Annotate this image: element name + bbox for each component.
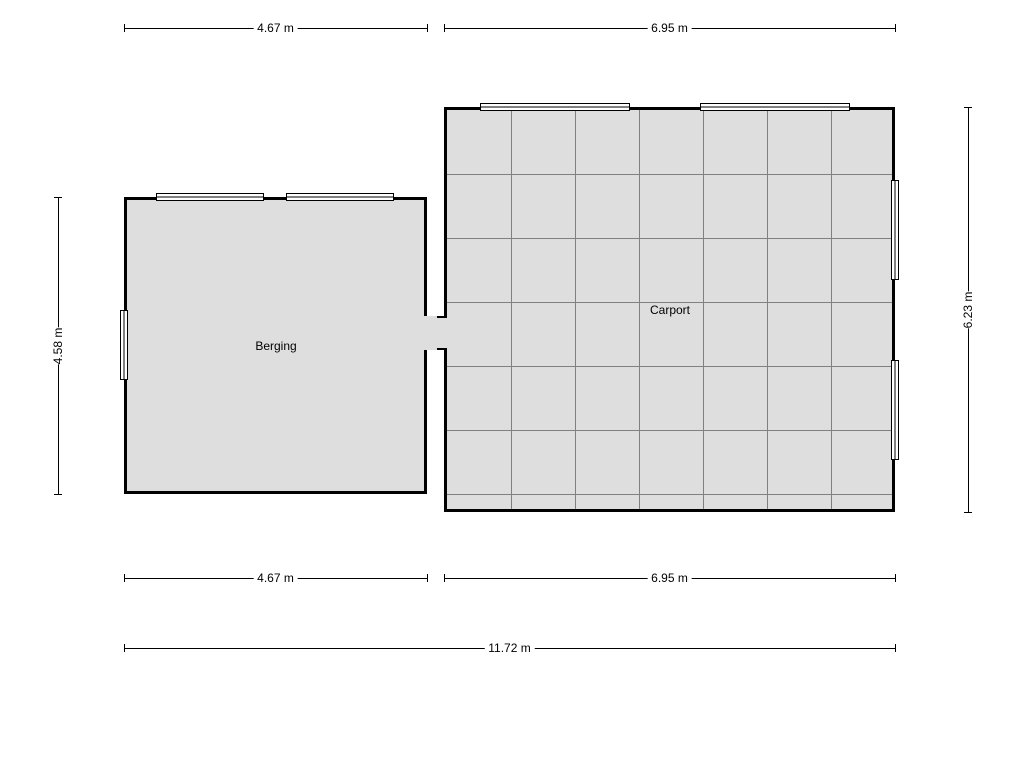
window xyxy=(286,193,394,201)
tile-line-horizontal xyxy=(447,238,892,239)
tile-line-horizontal xyxy=(447,174,892,175)
door-opening xyxy=(424,316,447,350)
dimension-tick xyxy=(124,24,125,32)
dimension-tick xyxy=(54,494,62,495)
dimension-tick xyxy=(54,197,62,198)
dimension-tick xyxy=(124,644,125,652)
room-berging-label: Berging xyxy=(255,339,296,353)
window xyxy=(156,193,264,201)
dimension-label: 6.95 m xyxy=(647,571,692,585)
window xyxy=(700,103,850,111)
dimension-tick xyxy=(444,24,445,32)
tile-line-horizontal xyxy=(447,430,892,431)
dimension-tick xyxy=(444,574,445,582)
tile-line-horizontal xyxy=(447,366,892,367)
tile-line-horizontal xyxy=(447,302,892,303)
dimension-label: 4.67 m xyxy=(253,571,298,585)
tile-line-vertical xyxy=(831,110,832,509)
tile-line-horizontal xyxy=(447,494,892,495)
room-carport-label: Carport xyxy=(650,303,690,317)
dimension-label: 4.67 m xyxy=(253,21,298,35)
dimension-label: 6.95 m xyxy=(647,21,692,35)
dimension-tick xyxy=(427,574,428,582)
tile-line-vertical xyxy=(639,110,640,509)
dimension-tick xyxy=(427,24,428,32)
door-leaf xyxy=(437,316,447,318)
dimension-tick xyxy=(895,24,896,32)
window xyxy=(891,180,899,280)
tile-line-vertical xyxy=(703,110,704,509)
tile-line-vertical xyxy=(511,110,512,509)
window xyxy=(891,360,899,460)
tile-line-vertical xyxy=(767,110,768,509)
dimension-tick xyxy=(895,574,896,582)
dimension-label: 6.23 m xyxy=(957,291,979,328)
floorplan-canvas: Berging Carport 4.67 m 6.95 m 4.67 m 6.95 m… xyxy=(0,0,1024,768)
dimension-label: 11.72 m xyxy=(484,641,534,655)
dimension-tick xyxy=(964,512,972,513)
dimension-tick xyxy=(964,107,972,108)
door-leaf xyxy=(437,348,447,350)
tile-line-vertical xyxy=(575,110,576,509)
dimension-tick xyxy=(124,574,125,582)
window xyxy=(480,103,630,111)
window xyxy=(120,310,128,380)
dimension-tick xyxy=(895,644,896,652)
dimension-label: 4.58 m xyxy=(47,327,69,364)
